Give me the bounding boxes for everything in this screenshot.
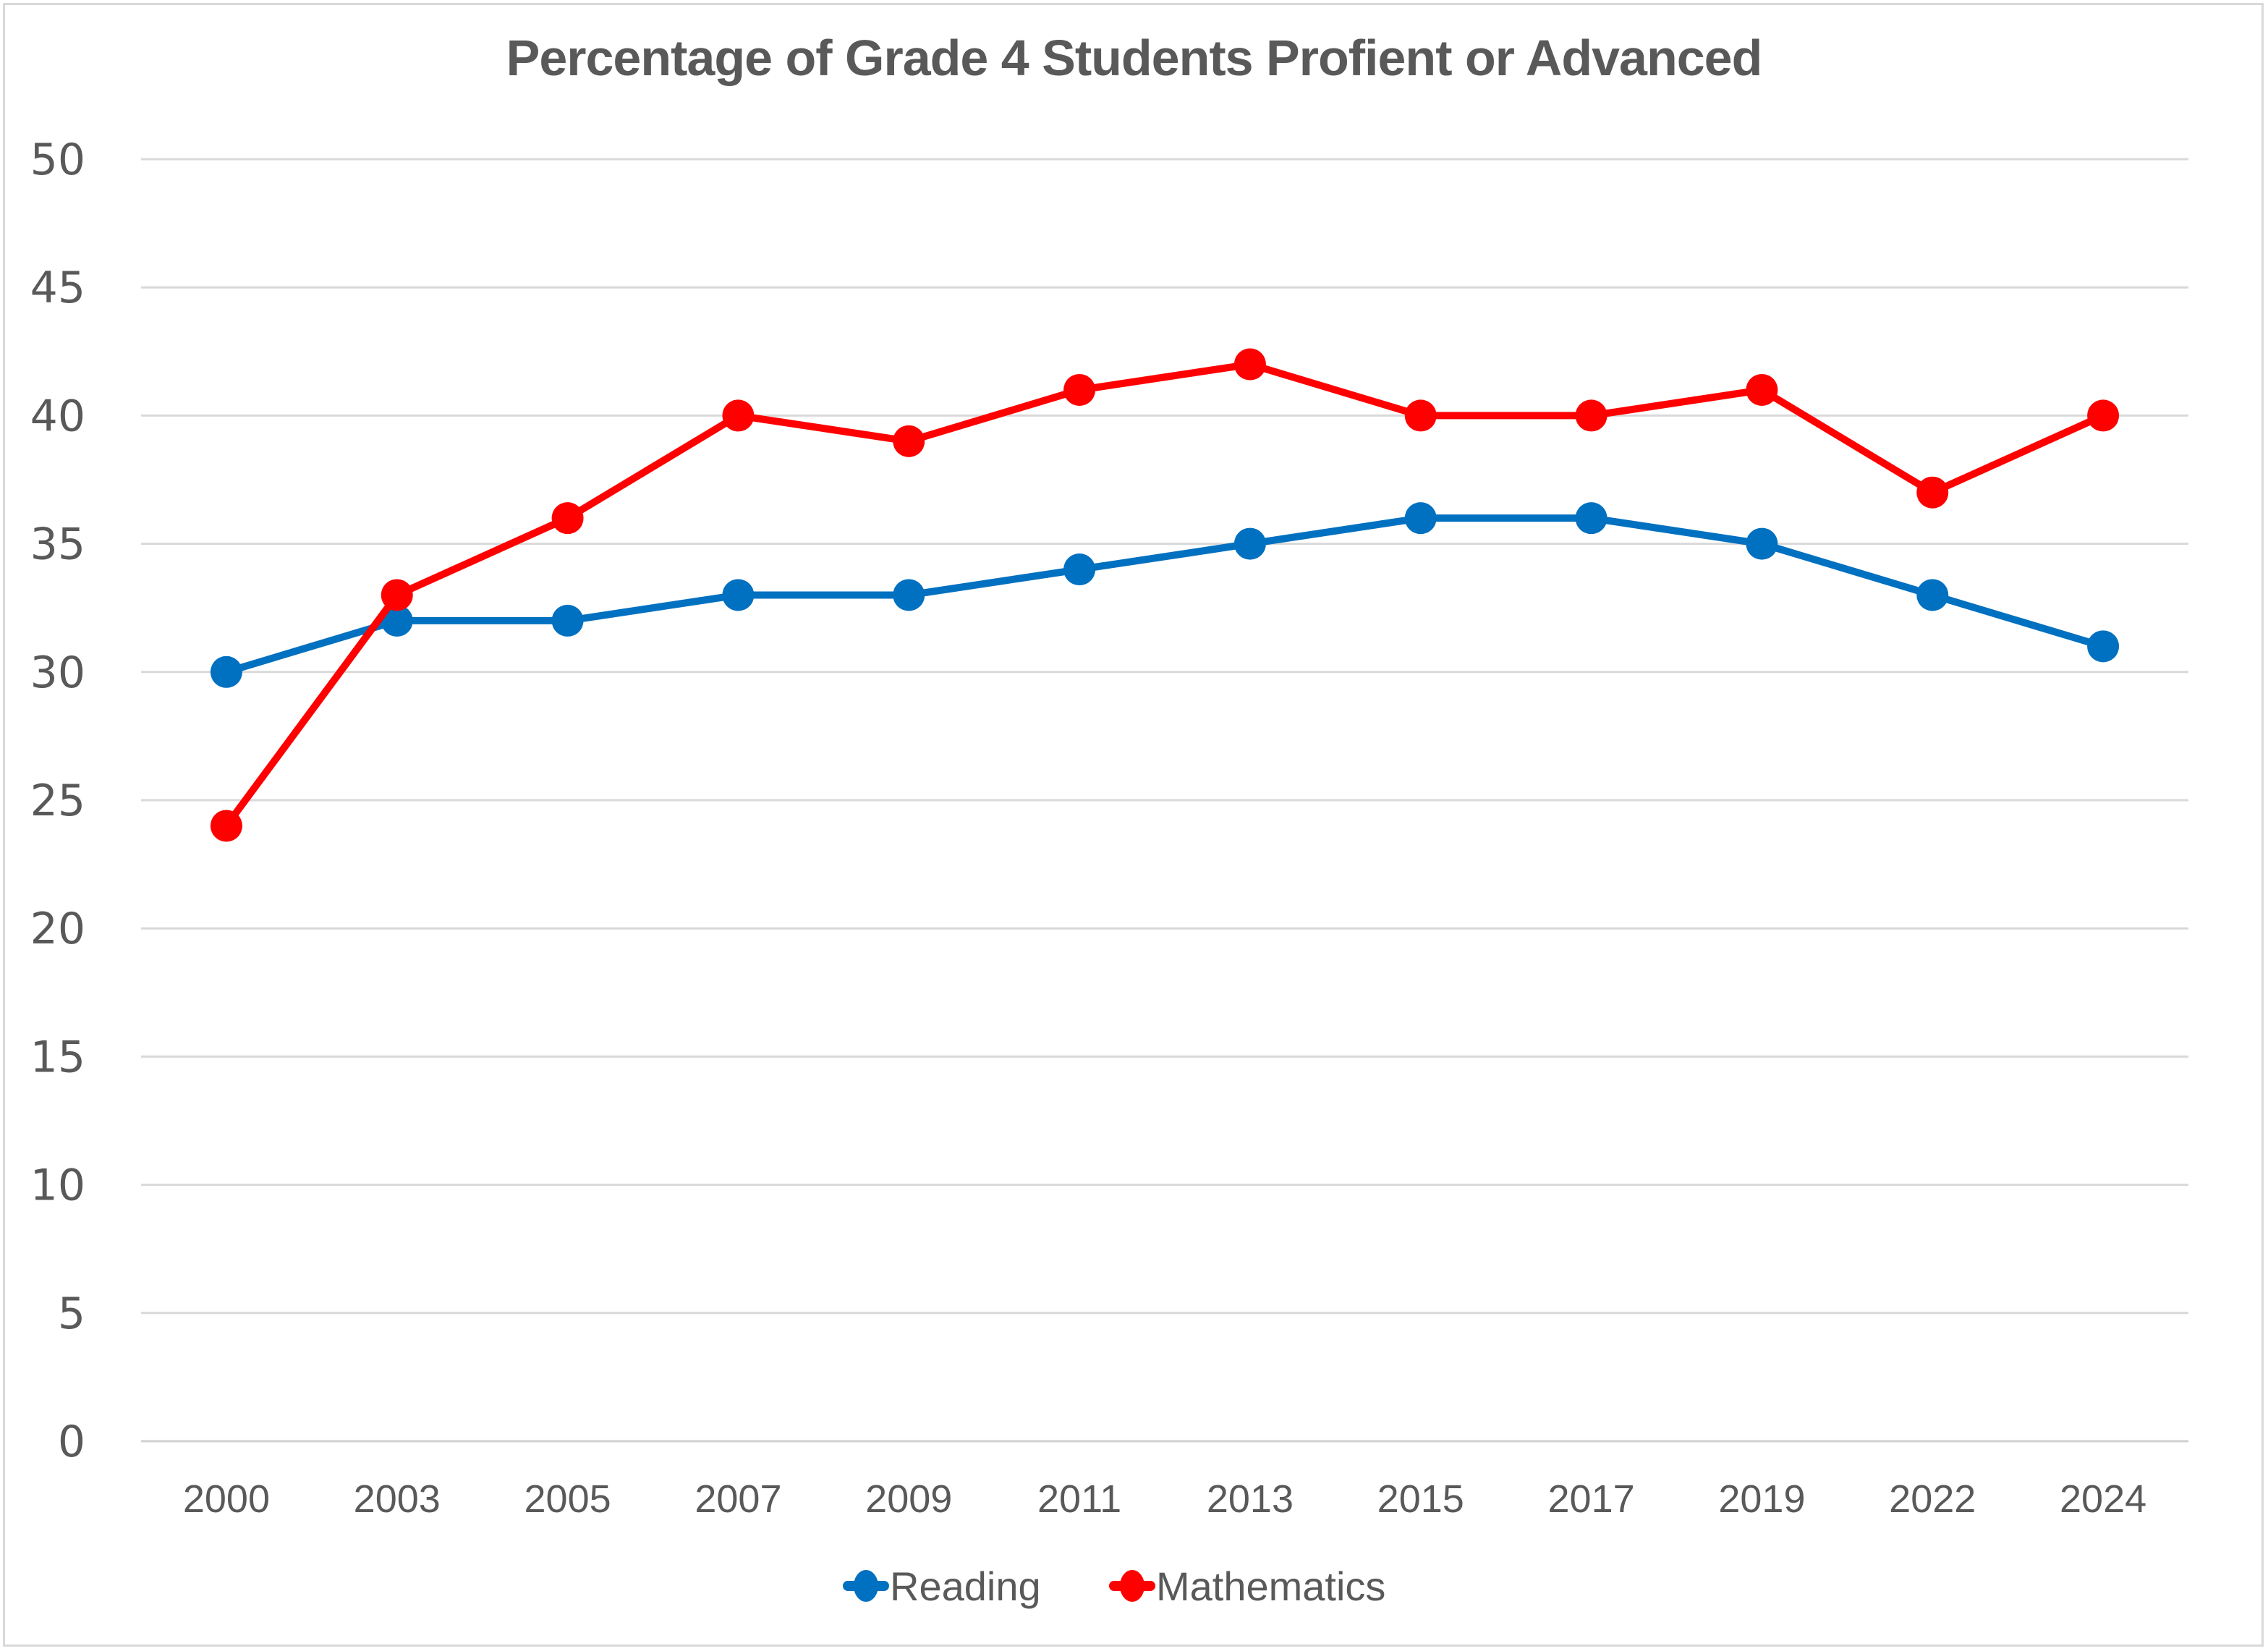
data-point-reading [1746, 527, 1778, 560]
data-point-reading [381, 604, 413, 637]
legend: Reading Mathematics [843, 1563, 1385, 1609]
data-point-mathematics [1404, 399, 1437, 432]
series-mathematics [210, 348, 2120, 842]
y-tick-label: 5 [58, 1289, 85, 1339]
legend-label: Mathematics [1156, 1563, 1385, 1609]
y-tick-label: 40 [30, 391, 85, 441]
data-point-reading [1575, 502, 1607, 535]
x-tick-label: 2009 [865, 1477, 952, 1521]
data-point-mathematics [381, 579, 413, 611]
x-tick-label: 2022 [1889, 1477, 1976, 1521]
y-tick-label: 30 [30, 648, 85, 698]
legend-marker-icon [1120, 1570, 1144, 1602]
data-point-reading [1404, 502, 1437, 535]
data-point-mathematics [1233, 348, 1266, 381]
legend-item-mathematics: Mathematics [1109, 1563, 1385, 1609]
data-point-mathematics [1746, 373, 1778, 406]
data-point-mathematics [1063, 373, 1096, 406]
data-point-mathematics [551, 502, 584, 535]
data-point-reading [1233, 527, 1266, 560]
x-tick-label: 2000 [183, 1477, 270, 1521]
y-tick-label: 10 [30, 1160, 85, 1211]
data-point-mathematics [722, 399, 755, 432]
series-layer [210, 348, 2120, 842]
x-tick-label: 2019 [1718, 1477, 1805, 1521]
legend-item-reading: Reading [843, 1563, 1041, 1609]
data-point-reading [722, 579, 755, 611]
data-point-reading [551, 604, 584, 637]
data-point-reading [2087, 630, 2120, 663]
x-tick-label: 2011 [1037, 1477, 1121, 1521]
data-point-mathematics [1575, 399, 1607, 432]
x-tick-label: 2017 [1548, 1477, 1635, 1521]
data-point-mathematics [210, 810, 242, 842]
y-tick-label: 15 [30, 1032, 85, 1082]
chart-title: Percentage of Grade 4 Students Profient … [506, 30, 1763, 86]
x-tick-label: 2024 [2060, 1477, 2146, 1521]
y-tick-label: 0 [58, 1417, 85, 1467]
chart-frame [3, 3, 2264, 1647]
data-point-reading [1063, 553, 1096, 586]
x-tick-label: 2005 [524, 1477, 611, 1521]
y-tick-label: 45 [30, 263, 85, 313]
series-reading [210, 502, 2120, 688]
x-tick-label: 2003 [354, 1477, 441, 1521]
x-tick-label: 2015 [1377, 1477, 1464, 1521]
x-axis-ticks: 2000 2003 2005 2007 2009 2011 2013 2015 2017 2019… [183, 1477, 2146, 1521]
series-line-mathematics [222, 360, 2107, 830]
data-point-reading [893, 579, 925, 611]
gridlines [141, 158, 2188, 1443]
legend-label: Reading [890, 1563, 1041, 1609]
y-tick-label: 35 [30, 519, 85, 570]
series-line-reading [222, 514, 2107, 676]
data-point-mathematics [1916, 476, 1949, 509]
x-tick-label: 2007 [695, 1477, 781, 1521]
data-point-mathematics [893, 425, 925, 457]
y-tick-label: 25 [30, 776, 85, 826]
y-tick-label: 20 [30, 904, 85, 954]
y-axis-ticks: 0 5 10 15 20 25 30 35 40 45 50 [30, 135, 85, 1467]
data-point-reading [1916, 579, 1949, 611]
data-point-reading [210, 655, 242, 688]
data-point-mathematics [2087, 399, 2120, 432]
x-tick-label: 2013 [1207, 1477, 1294, 1521]
legend-marker-icon [854, 1570, 878, 1602]
y-tick-label: 50 [30, 135, 85, 185]
